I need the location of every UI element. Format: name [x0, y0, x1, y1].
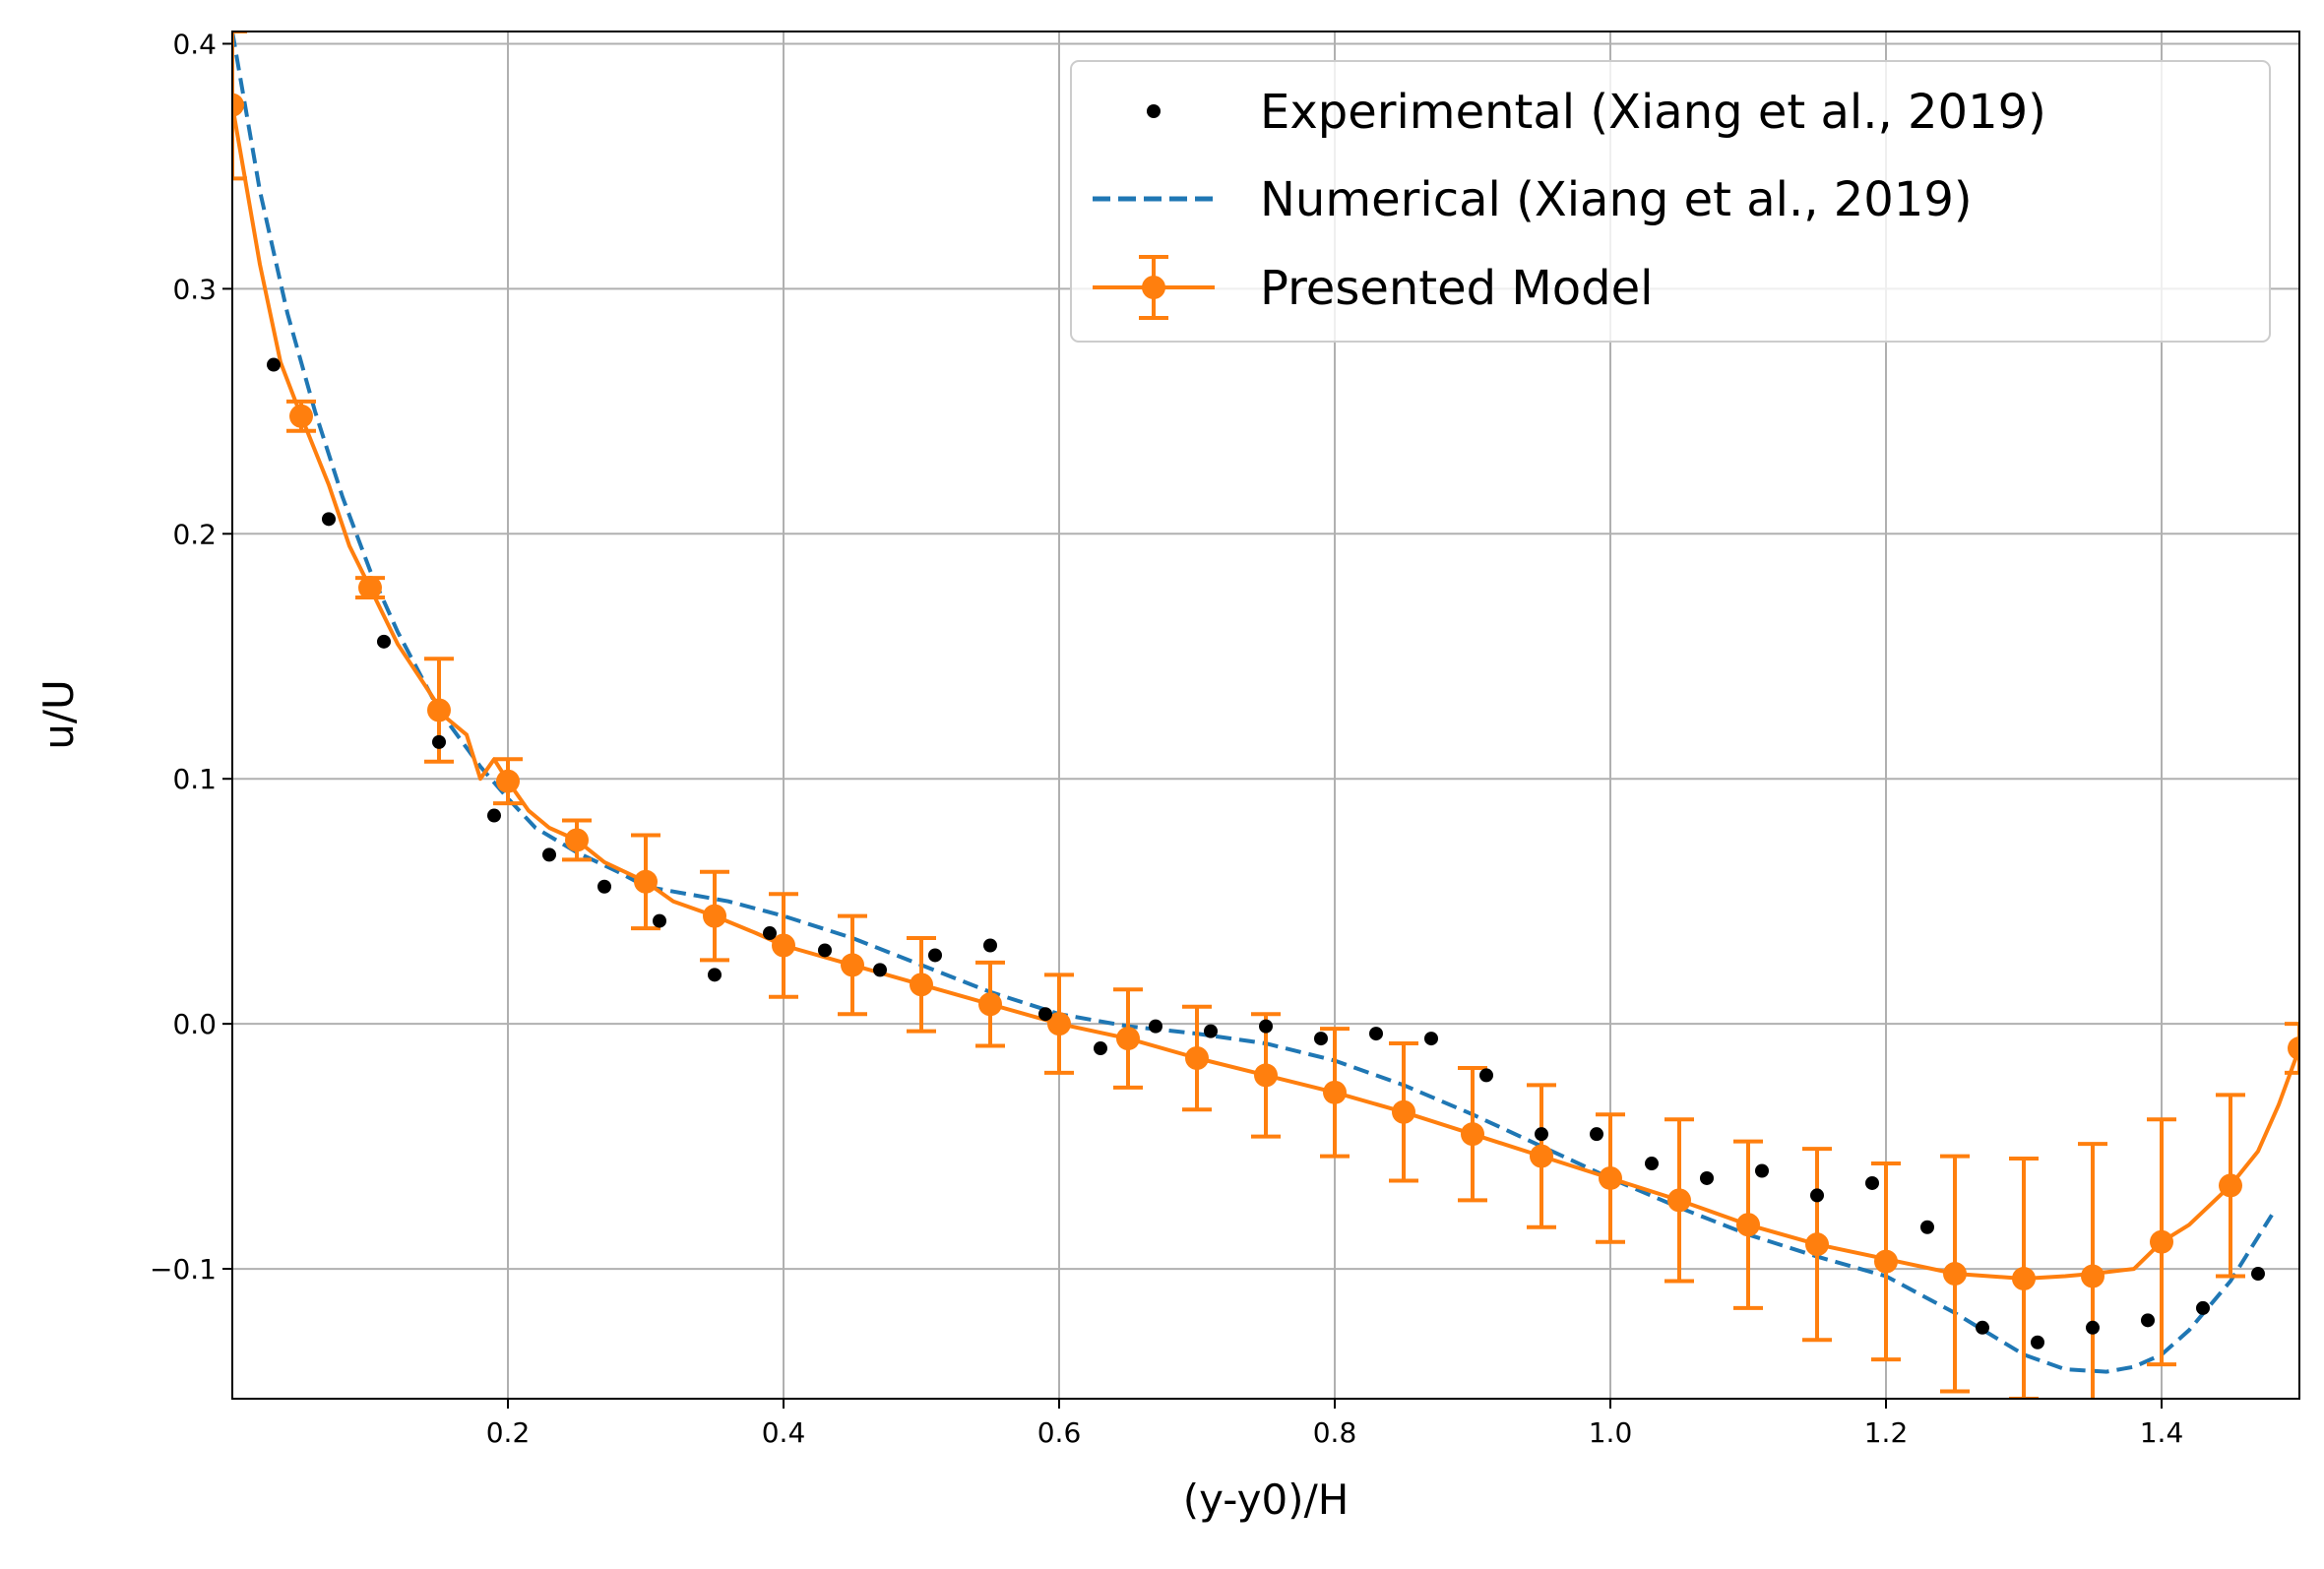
- presented-point: [565, 828, 589, 852]
- experimental-point: [1479, 1068, 1493, 1083]
- experimental-point: [2086, 1320, 2100, 1335]
- legend-marker-presented: [1142, 276, 1165, 299]
- experimental-point: [763, 926, 777, 941]
- experimental-point: [1038, 1007, 1052, 1022]
- y-tick-label: 0.0: [172, 1008, 217, 1040]
- legend-box: [1070, 60, 2271, 343]
- experimental-point: [2251, 1267, 2265, 1282]
- experimental-point: [1259, 1019, 1273, 1034]
- plot-frame: [231, 31, 2300, 1400]
- presented-point: [2012, 1267, 2036, 1291]
- presented-point: [978, 992, 1002, 1017]
- presented-point: [289, 404, 313, 428]
- legend-label-presented: Presented Model: [1260, 261, 1653, 316]
- legend-label-numerical: Numerical (Xiang et al., 2019): [1260, 172, 1973, 227]
- y-tick-label: 0.2: [172, 518, 217, 550]
- x-tick-label: 0.8: [1313, 1416, 1357, 1449]
- experimental-point: [597, 879, 611, 894]
- experimental-point: [708, 968, 722, 982]
- y-ticks: −0.1 0.0 0.1 0.2 0.3 0.4: [150, 28, 232, 1286]
- presented-point: [1461, 1122, 1484, 1147]
- legend-marker-experimental: [1147, 104, 1161, 118]
- experimental-point: [377, 634, 391, 649]
- experimental-point: [1865, 1175, 1879, 1190]
- experimental-point: [1920, 1220, 1934, 1234]
- x-ticks: 0.2 0.4 0.6 0.8 1.0 1.2 1.4: [486, 1399, 2184, 1449]
- experimental-point: [653, 913, 666, 928]
- presented-point: [703, 904, 726, 928]
- presented-point: [1185, 1045, 1209, 1070]
- x-tick-label: 1.4: [2140, 1416, 2184, 1449]
- experimental-point: [2031, 1335, 2044, 1349]
- y-tick-label: 0.3: [172, 273, 217, 305]
- experimental-point: [873, 963, 887, 977]
- presented-point: [1599, 1165, 1622, 1190]
- experimental-point: [542, 847, 556, 862]
- experimental-point: [1645, 1157, 1659, 1171]
- legend: Experimental (Xiang et al., 2019) Numeri…: [1070, 60, 2271, 343]
- presented-point: [1667, 1188, 1691, 1213]
- presented-point: [1874, 1249, 1898, 1274]
- presented-point: [2219, 1173, 2242, 1198]
- x-tick-label: 1.0: [1589, 1416, 1633, 1449]
- presented-point: [841, 953, 864, 977]
- y-tick-label: −0.1: [150, 1253, 217, 1286]
- experimental-point: [818, 943, 832, 958]
- presented-point: [910, 973, 933, 997]
- presented-point: [2288, 1036, 2299, 1061]
- presented-point: [2081, 1264, 2104, 1288]
- x-axis-label: (y-y0)/H: [1183, 1475, 1350, 1524]
- x-tick-label: 1.2: [1864, 1416, 1909, 1449]
- presented-point: [1392, 1099, 1415, 1124]
- presented-point: [772, 933, 795, 958]
- y-axis-label: u/U: [34, 679, 83, 750]
- experimental-point: [1976, 1320, 1989, 1335]
- experimental-point: [928, 948, 942, 963]
- presented-point: [427, 698, 451, 722]
- presented-point: [634, 869, 658, 894]
- presented-point: [1805, 1232, 1829, 1257]
- presented-point: [1736, 1213, 1760, 1237]
- experimental-point: [1590, 1127, 1603, 1142]
- experimental-point: [1204, 1024, 1218, 1038]
- x-tick-label: 0.2: [486, 1416, 531, 1449]
- x-tick-label: 0.6: [1037, 1416, 1082, 1449]
- presented-point: [1254, 1063, 1278, 1088]
- experimental-point: [1094, 1041, 1107, 1056]
- experimental-point: [2141, 1313, 2155, 1328]
- experimental-point: [487, 808, 501, 823]
- legend-label-experimental: Experimental (Xiang et al., 2019): [1260, 85, 2046, 140]
- experimental-point: [322, 512, 336, 527]
- experimental-point: [1149, 1019, 1162, 1034]
- presented-point: [1943, 1262, 1967, 1287]
- presented-point: [2150, 1229, 2173, 1254]
- presented-point: [1116, 1027, 1140, 1051]
- experimental-point: [983, 938, 997, 953]
- presented-point: [496, 769, 520, 793]
- experimental-point: [1810, 1188, 1824, 1203]
- series-line-presented: [232, 104, 2299, 1281]
- grid: [232, 31, 2299, 1399]
- experimental-point: [1424, 1032, 1438, 1046]
- presented-point: [1047, 1012, 1071, 1036]
- experimental-point: [1755, 1163, 1769, 1178]
- experimental-point: [1535, 1127, 1548, 1142]
- experimental-point: [1314, 1032, 1328, 1046]
- y-tick-label: 0.4: [172, 28, 217, 60]
- experimental-point: [1369, 1027, 1383, 1041]
- experimental-point: [267, 357, 281, 372]
- presented-point: [1530, 1144, 1553, 1168]
- x-tick-label: 0.4: [762, 1416, 806, 1449]
- plot-content: [232, 31, 2299, 1399]
- presented-point: [358, 576, 382, 600]
- experimental-point: [2196, 1300, 2210, 1315]
- presented-point: [232, 93, 244, 117]
- y-tick-label: 0.1: [172, 763, 217, 795]
- experimental-point: [1700, 1170, 1714, 1185]
- experimental-point: [432, 734, 446, 749]
- presented-point: [1323, 1080, 1347, 1104]
